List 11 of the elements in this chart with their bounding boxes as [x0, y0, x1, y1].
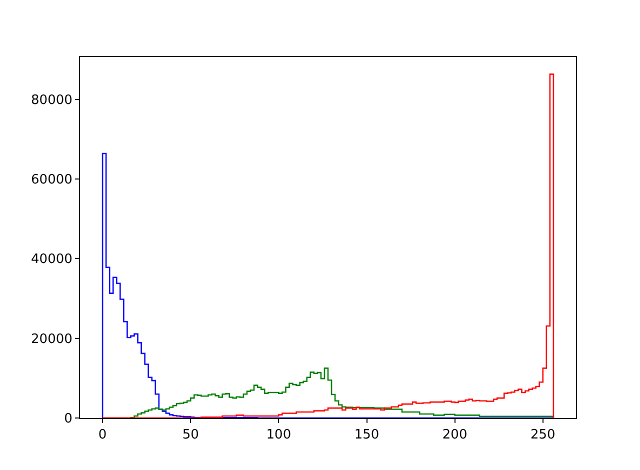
y-tick-label: 40000: [31, 252, 72, 268]
x-tick-label: 0: [98, 428, 107, 443]
y-tick-label: 60000: [31, 172, 72, 188]
y-tick-label: 0: [64, 412, 72, 427]
x-tick-label: 200: [442, 428, 468, 443]
x-tick-label: 100: [266, 428, 292, 443]
x-tick-label: 150: [354, 428, 380, 443]
y-tick-label: 80000: [31, 92, 72, 108]
x-tick-label: 250: [530, 428, 556, 443]
y-tick-label: 20000: [31, 332, 72, 347]
x-tick-label: 50: [182, 428, 199, 443]
